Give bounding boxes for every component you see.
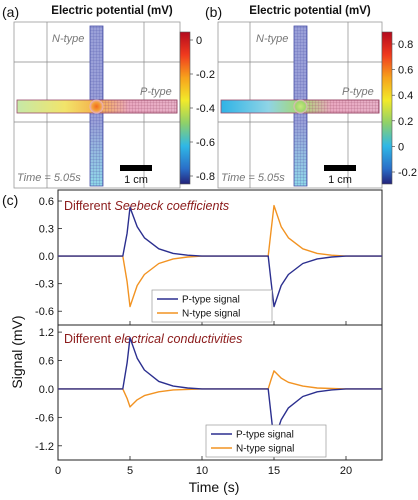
- panel-a-scale-bar: [120, 165, 152, 171]
- panel-b-n-type-label: N-type: [256, 33, 288, 45]
- colorbar-tick-label: -0.2: [398, 167, 417, 179]
- colorbar-tick-label: 0.6: [398, 65, 413, 77]
- x-tick-label: 5: [127, 465, 133, 477]
- colorbar-tick-label: 0.2: [398, 116, 413, 128]
- x-tick-label: 0: [55, 465, 61, 477]
- panel-a-n-type-label: N-type: [52, 33, 84, 45]
- panel-b-colorbar-ticks: 0.8 0.6 0.4 0.2 0 -0.2: [392, 39, 417, 179]
- panel-a-junction: [89, 99, 104, 114]
- colorbar-tick-label: -0.4: [196, 103, 215, 115]
- x-tick-label: 15: [268, 465, 280, 477]
- panel-a-colorbar-ticks: 0 -0.2 -0.4 -0.6 -0.8: [190, 35, 215, 183]
- subplot-top: 0.6 0.3 0.0 -0.3 -0.6: [35, 196, 382, 318]
- panel-a-scale-label: 1 cm: [124, 174, 148, 186]
- x-ticks: 0 5 10 15 20: [55, 321, 352, 477]
- panel-c-letter: (c): [2, 192, 18, 208]
- y-tick-label: 1.2: [39, 327, 54, 339]
- colorbar-tick-label: -0.6: [196, 137, 215, 149]
- panel-a: (a) Electric potential (mV) N-type P-typ…: [2, 4, 215, 189]
- y-tick-label: 0.3: [39, 224, 54, 236]
- panel-a-time-label: Time = 5.05s: [17, 172, 81, 184]
- panel-a-colorbar-title: Electric potential (mV): [51, 5, 173, 17]
- panel-b-scale-bar: [324, 165, 356, 171]
- subplot-top-title: Different Seebeck coefficients: [64, 199, 229, 213]
- panel-a-p-type-label: P-type: [140, 86, 172, 98]
- panel-b-time-label: Time = 5.05s: [221, 172, 285, 184]
- legend-label-p-type: P-type signal: [182, 295, 240, 306]
- y-tick-label: -1.2: [35, 441, 54, 453]
- legend-label-p-type: P-type signal: [236, 430, 294, 441]
- colorbar-tick-label: 0: [196, 35, 202, 47]
- panel-a-letter: (a): [2, 4, 19, 20]
- x-tick-label: 10: [196, 465, 208, 477]
- panel-b-scale-label: 1 cm: [328, 174, 352, 186]
- colorbar-tick-label: 0.4: [398, 90, 413, 102]
- panel-b-colorbar-title: Electric potential (mV): [249, 5, 371, 17]
- panel-c: (c) Signal (mV) Time (s) Different Seebe…: [2, 189, 383, 495]
- x-tick-label: 20: [340, 465, 352, 477]
- panel-b-colorbar: [381, 31, 393, 185]
- colorbar-tick-label: 0: [398, 141, 404, 153]
- x-axis-label: Time (s): [189, 479, 240, 495]
- legend-label-n-type: N-type signal: [182, 309, 240, 320]
- subplot-bottom: 1.2 0.6 0.0 -0.6 -1.2: [35, 327, 382, 453]
- panel-b-letter: (b): [205, 4, 222, 20]
- y-axis-label: Signal (mV): [9, 315, 25, 388]
- p-type-signal-line: [58, 337, 382, 442]
- y-tick-label: 0.0: [39, 251, 54, 263]
- panel-b: (b) Electric potential (mV) N-type P-typ…: [205, 4, 417, 189]
- legend-top: P-type signal N-type signal: [151, 289, 273, 323]
- colorbar-tick-label: -0.2: [196, 69, 215, 81]
- colorbar-tick-label: -0.8: [196, 171, 215, 183]
- y-tick-label: 0.6: [39, 196, 54, 208]
- p-type-signal-line: [58, 206, 382, 308]
- panel-b-p-type-label: P-type: [342, 86, 374, 98]
- legend-label-n-type: N-type signal: [236, 444, 294, 455]
- colorbar-tick-label: 0.8: [398, 39, 413, 51]
- legend-bottom: P-type signal N-type signal: [205, 424, 327, 458]
- panel-b-junction: [293, 99, 308, 114]
- panel-a-colorbar: [179, 31, 191, 185]
- subplot-bottom-title: Different electrical conductivities: [64, 332, 242, 346]
- y-tick-label: -0.3: [35, 279, 54, 291]
- y-tick-label: 0.0: [39, 384, 54, 396]
- y-tick-label: 0.6: [39, 356, 54, 368]
- y-tick-label: -0.6: [35, 306, 54, 318]
- y-tick-label: -0.6: [35, 412, 54, 424]
